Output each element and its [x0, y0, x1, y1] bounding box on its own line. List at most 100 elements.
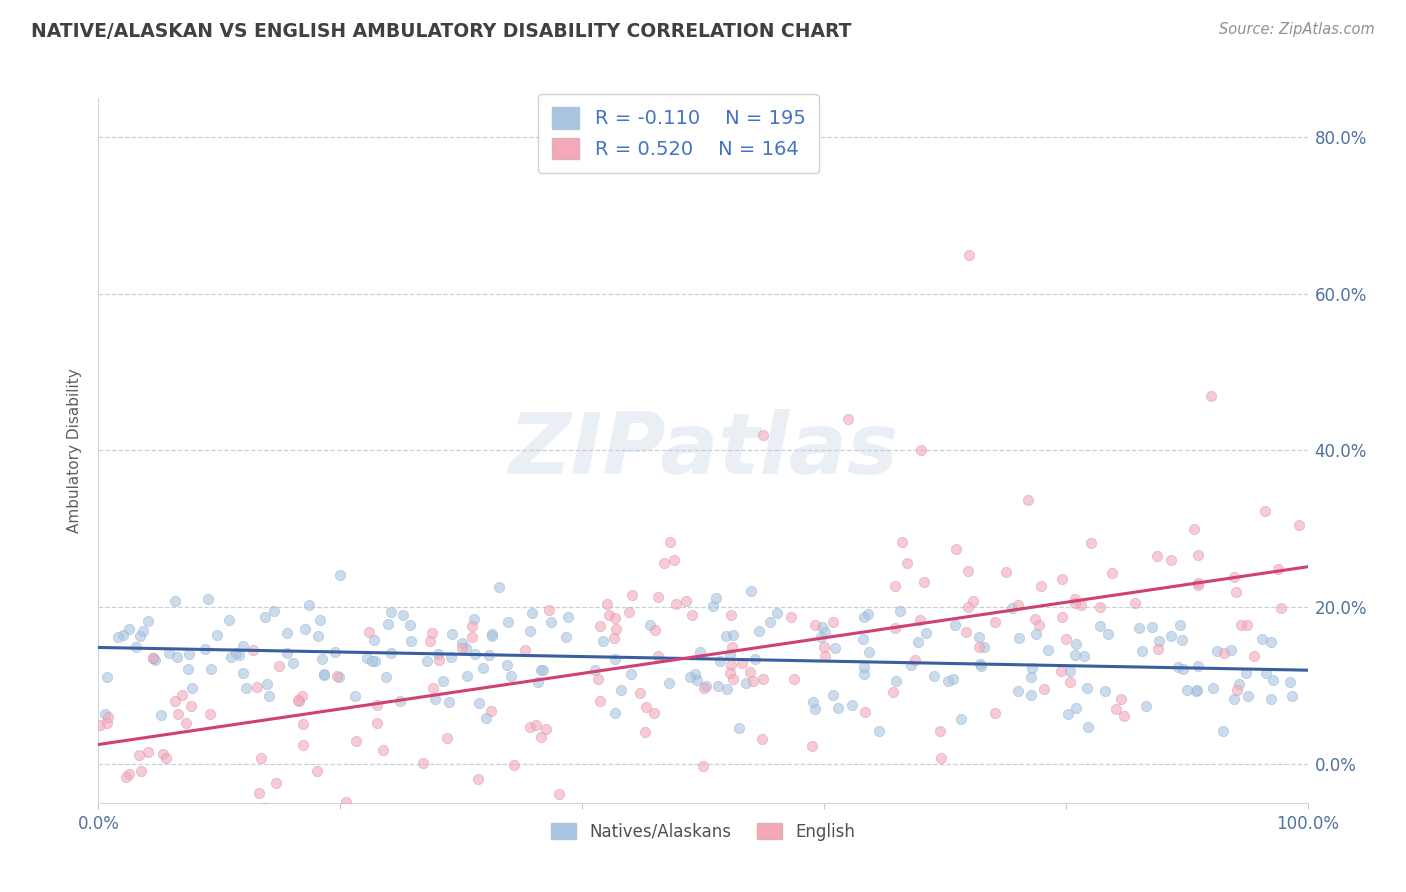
Point — [471, 661, 494, 675]
Point — [427, 647, 450, 661]
Point — [283, 656, 305, 670]
Text: ZIPatlas: ZIPatlas — [508, 409, 898, 492]
Y-axis label: Ambulatory Disability: Ambulatory Disability — [67, 368, 83, 533]
Point — [1128, 621, 1150, 635]
Point — [752, 427, 775, 442]
Point — [359, 625, 381, 640]
Point — [152, 747, 174, 761]
Point — [96, 716, 118, 731]
Point — [475, 711, 498, 725]
Point — [276, 646, 298, 660]
Point — [1213, 646, 1236, 660]
Point — [1007, 599, 1029, 613]
Point — [1173, 662, 1195, 676]
Point — [891, 535, 914, 549]
Point — [548, 787, 571, 801]
Point — [929, 751, 952, 765]
Point — [758, 615, 780, 629]
Point — [364, 654, 387, 668]
Text: NATIVE/ALASKAN VS ENGLISH AMBULATORY DISABILITY CORRELATION CHART: NATIVE/ALASKAN VS ENGLISH AMBULATORY DIS… — [31, 22, 852, 41]
Point — [328, 670, 350, 684]
Point — [942, 672, 965, 686]
Point — [945, 541, 967, 556]
Point — [412, 756, 434, 770]
Point — [852, 632, 875, 646]
Point — [287, 693, 309, 707]
Point — [647, 648, 669, 663]
Point — [955, 625, 977, 640]
Point — [115, 770, 138, 784]
Point — [253, 801, 276, 815]
Point — [1212, 724, 1234, 739]
Point — [1185, 682, 1208, 697]
Point — [621, 588, 644, 602]
Point — [371, 742, 394, 756]
Point — [686, 673, 709, 687]
Point — [1064, 637, 1087, 651]
Point — [361, 654, 384, 668]
Point — [1057, 707, 1080, 722]
Point — [853, 666, 876, 681]
Point — [1063, 648, 1085, 662]
Point — [439, 649, 461, 664]
Point — [1199, 389, 1222, 403]
Point — [718, 665, 741, 680]
Point — [479, 704, 502, 718]
Point — [884, 579, 907, 593]
Point — [912, 575, 935, 590]
Point — [129, 629, 152, 643]
Point — [821, 688, 844, 702]
Point — [256, 677, 278, 691]
Point — [658, 534, 681, 549]
Point — [440, 627, 463, 641]
Point — [1019, 688, 1042, 702]
Point — [166, 650, 188, 665]
Point — [155, 751, 177, 765]
Point — [172, 689, 194, 703]
Point — [720, 647, 742, 661]
Point — [804, 618, 827, 632]
Point — [253, 610, 276, 624]
Point — [662, 553, 685, 567]
Point — [744, 652, 766, 666]
Point — [949, 712, 972, 726]
Point — [1073, 649, 1095, 664]
Point — [1021, 661, 1043, 675]
Point — [205, 628, 228, 642]
Point — [495, 658, 517, 673]
Point — [461, 630, 484, 644]
Point — [456, 641, 478, 656]
Point — [292, 716, 315, 731]
Point — [665, 598, 688, 612]
Point — [481, 629, 503, 643]
Point — [294, 623, 316, 637]
Point — [1019, 670, 1042, 684]
Point — [502, 758, 524, 772]
Point — [557, 610, 579, 624]
Point — [994, 565, 1017, 579]
Point — [1094, 684, 1116, 698]
Point — [801, 739, 824, 753]
Point — [1024, 611, 1046, 625]
Point — [266, 775, 288, 789]
Point — [329, 567, 352, 582]
Point — [1050, 572, 1073, 586]
Point — [242, 643, 264, 657]
Point — [1187, 548, 1209, 562]
Point — [1054, 632, 1077, 646]
Point — [415, 654, 437, 668]
Point — [589, 618, 612, 632]
Point — [1114, 708, 1136, 723]
Point — [1123, 597, 1146, 611]
Point — [467, 772, 489, 787]
Point — [515, 643, 537, 657]
Point — [922, 669, 945, 683]
Point — [1236, 618, 1258, 632]
Point — [131, 764, 153, 779]
Point — [249, 819, 271, 833]
Point — [198, 706, 221, 721]
Point — [973, 640, 995, 655]
Point — [377, 617, 399, 632]
Point — [97, 710, 120, 724]
Point — [957, 600, 980, 615]
